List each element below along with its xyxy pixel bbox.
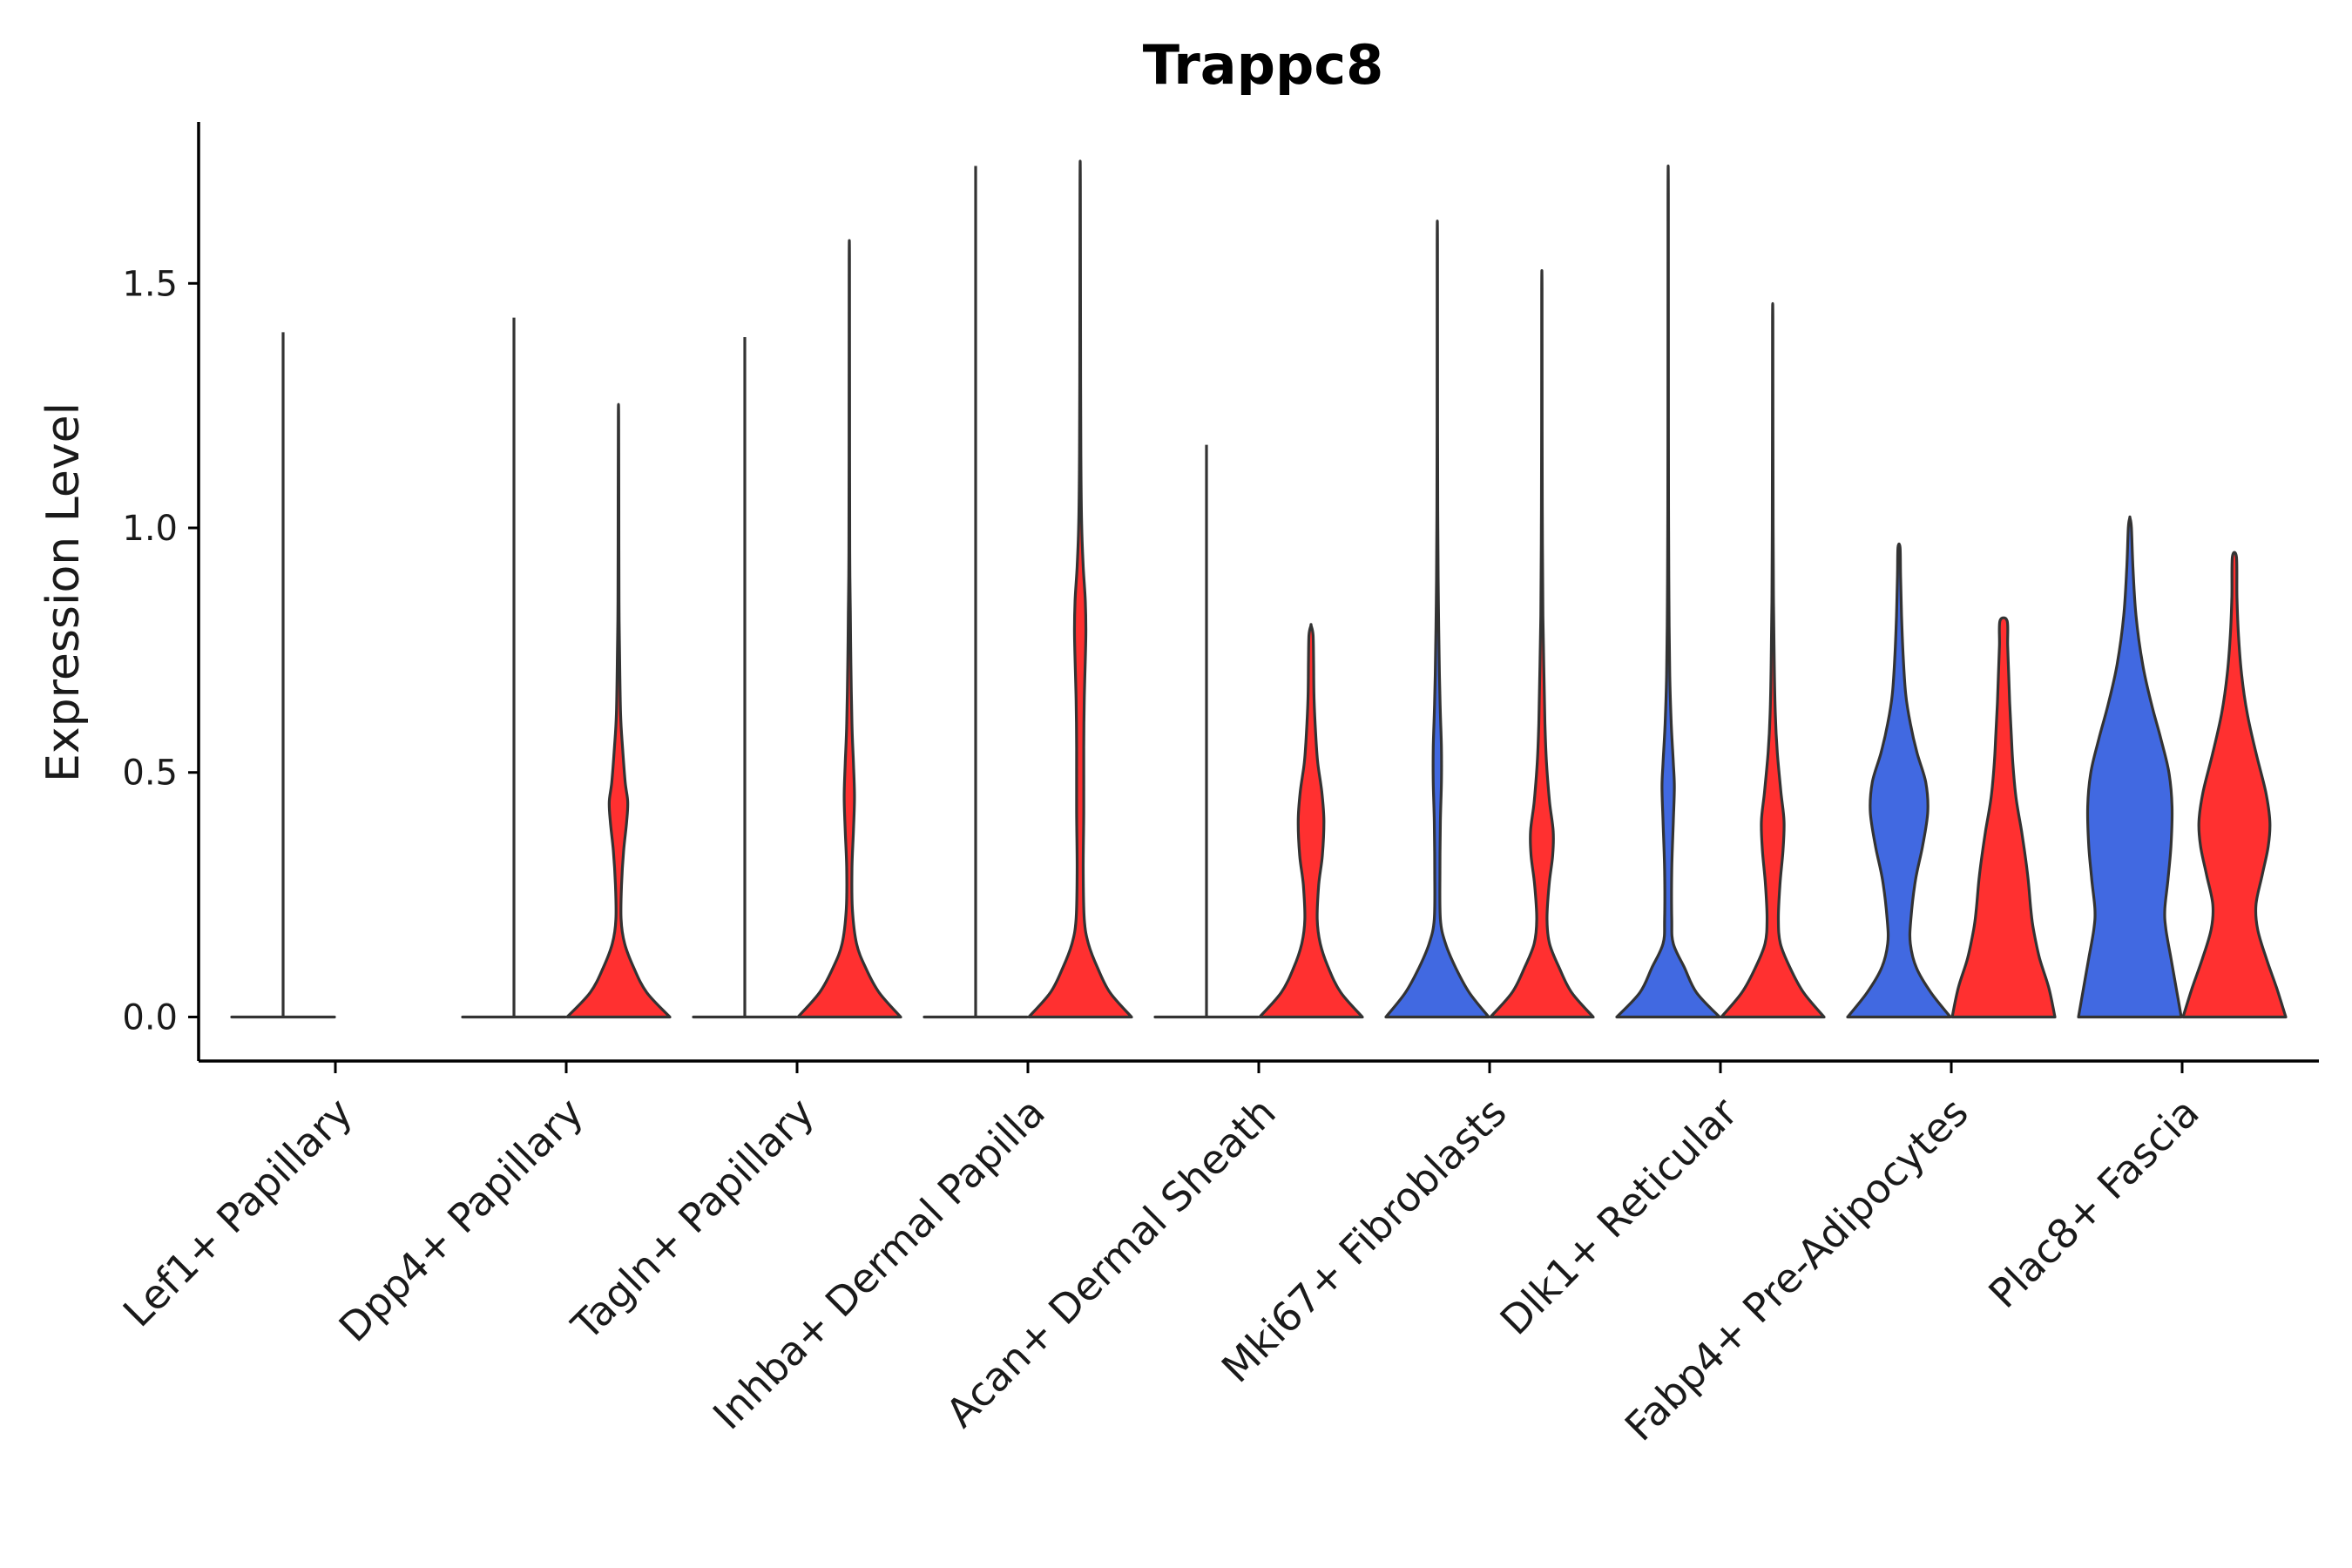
- violin-tagln-papillary-group2: [796, 239, 902, 1019]
- y-tick-label: 0.5: [122, 754, 178, 794]
- violin-body: [2181, 551, 2288, 1019]
- y-tick-label: 1.5: [122, 264, 178, 304]
- violin-body: [1846, 542, 1952, 1019]
- violin-dpp4-papillary-group2: [565, 402, 672, 1019]
- chart-title: Trappc8: [1143, 33, 1384, 97]
- x-tick-label: Tagln+ Papillary: [562, 1089, 823, 1350]
- violin-acan-dermal-sheath-group2: [1258, 623, 1364, 1019]
- violin-body: [1027, 159, 1133, 1019]
- violin-lef1-papillary-group1: [230, 332, 336, 1019]
- violin-fabp4-pre-adipocytes-group1: [1846, 542, 1952, 1019]
- y-axis-label: Expression Level: [37, 402, 90, 782]
- violin-mki67-fibroblasts-group1: [1384, 220, 1490, 1019]
- x-tick-label: Dpp4+ Papillary: [330, 1089, 592, 1351]
- y-tick-label: 0.0: [122, 997, 178, 1037]
- violin-mki67-fibroblasts-group2: [1489, 268, 1595, 1019]
- violin-fabp4-pre-adipocytes-group2: [1950, 616, 2057, 1019]
- y-tick-label: 1.0: [122, 509, 178, 549]
- violin-inhba-dermal-papilla-group2: [1027, 159, 1133, 1019]
- x-tick-label: Lef1+ Papillary: [114, 1089, 362, 1336]
- violin-inhba-dermal-papilla-group1: [923, 166, 1029, 1019]
- x-tick-label: Dlk1+ Reticular: [1491, 1089, 1747, 1344]
- violin-body: [796, 239, 902, 1019]
- violin-body: [1950, 616, 2057, 1019]
- violin-plac8-fascia-group1: [2077, 515, 2183, 1019]
- plot-area: [230, 159, 2288, 1019]
- violin-dpp4-papillary-group1: [461, 317, 567, 1019]
- violin-body: [1384, 220, 1490, 1019]
- violin-body: [1258, 623, 1364, 1019]
- violin-body: [1720, 301, 1826, 1019]
- violin-body: [2077, 515, 2183, 1019]
- violin-tagln-papillary-group1: [692, 337, 798, 1019]
- violin-body: [1489, 268, 1595, 1019]
- violin-plac8-fascia-group2: [2181, 551, 2288, 1019]
- violin-dlk1-reticular-group2: [1720, 301, 1826, 1019]
- violin-acan-dermal-sheath-group1: [1153, 444, 1260, 1019]
- violin-body: [1615, 164, 1721, 1019]
- x-tick-label: Plac8+ Fascia: [1979, 1089, 2207, 1317]
- violin-body: [565, 402, 672, 1019]
- violin-dlk1-reticular-group1: [1615, 164, 1721, 1019]
